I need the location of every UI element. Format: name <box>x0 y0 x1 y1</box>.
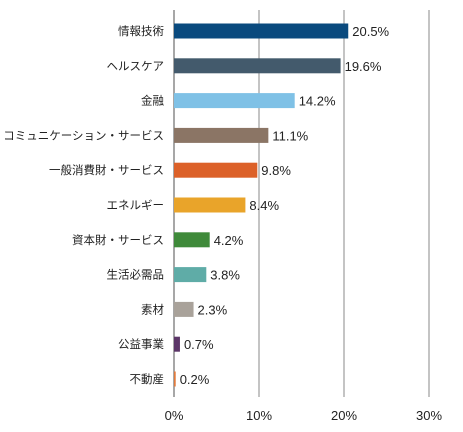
bar <box>174 127 269 143</box>
value-label: 9.8% <box>261 163 291 178</box>
bar <box>174 232 210 248</box>
category-label: 金融 <box>141 94 164 108</box>
bar <box>174 336 180 352</box>
bar <box>174 23 349 39</box>
category-label: 公益事業 <box>118 337 164 351</box>
value-label: 4.2% <box>214 233 244 248</box>
x-tick-label: 10% <box>246 408 272 423</box>
x-tick-label: 0% <box>165 408 184 423</box>
x-axis-tick-labels: 0% 10% 20% 30% <box>165 408 443 423</box>
x-tick-label: 30% <box>416 408 442 423</box>
value-label: 2.3% <box>198 302 228 317</box>
category-label: エネルギー <box>107 198 165 212</box>
category-label: コミュニケーション・サービス <box>3 128 164 142</box>
x-tick-label: 20% <box>331 408 357 423</box>
category-label: 素材 <box>141 302 164 316</box>
bar <box>174 301 194 317</box>
category-label: ヘルスケア <box>107 59 165 73</box>
category-label: 不動産 <box>130 372 165 386</box>
bar <box>174 58 341 74</box>
category-labels: 情報技術ヘルスケア金融コミュニケーション・サービス一般消費財・サービスエネルギー… <box>3 24 164 386</box>
value-labels: 20.5% 19.6% 14.2% 11.1% 9.8% 8.4% 4.2% 3.8% 2.3%… <box>180 24 390 387</box>
value-label: 3.8% <box>210 268 240 283</box>
value-label: 0.7% <box>184 337 214 352</box>
value-label: 0.2% <box>180 372 210 387</box>
bars <box>174 23 349 387</box>
value-label: 14.2% <box>299 94 336 109</box>
category-label: 情報技術 <box>118 24 164 38</box>
category-label: 生活必需品 <box>107 268 165 282</box>
value-label: 8.4% <box>249 198 279 213</box>
category-label: 資本財・サービス <box>72 233 164 247</box>
value-label: 11.1% <box>272 128 308 143</box>
category-label: 一般消費財・サービス <box>49 163 164 177</box>
value-label: 19.6% <box>345 59 382 74</box>
bar <box>174 371 176 387</box>
bar <box>174 267 207 283</box>
bar <box>174 93 295 109</box>
bar <box>174 162 258 178</box>
value-label: 20.5% <box>352 24 389 39</box>
bar <box>174 197 246 213</box>
